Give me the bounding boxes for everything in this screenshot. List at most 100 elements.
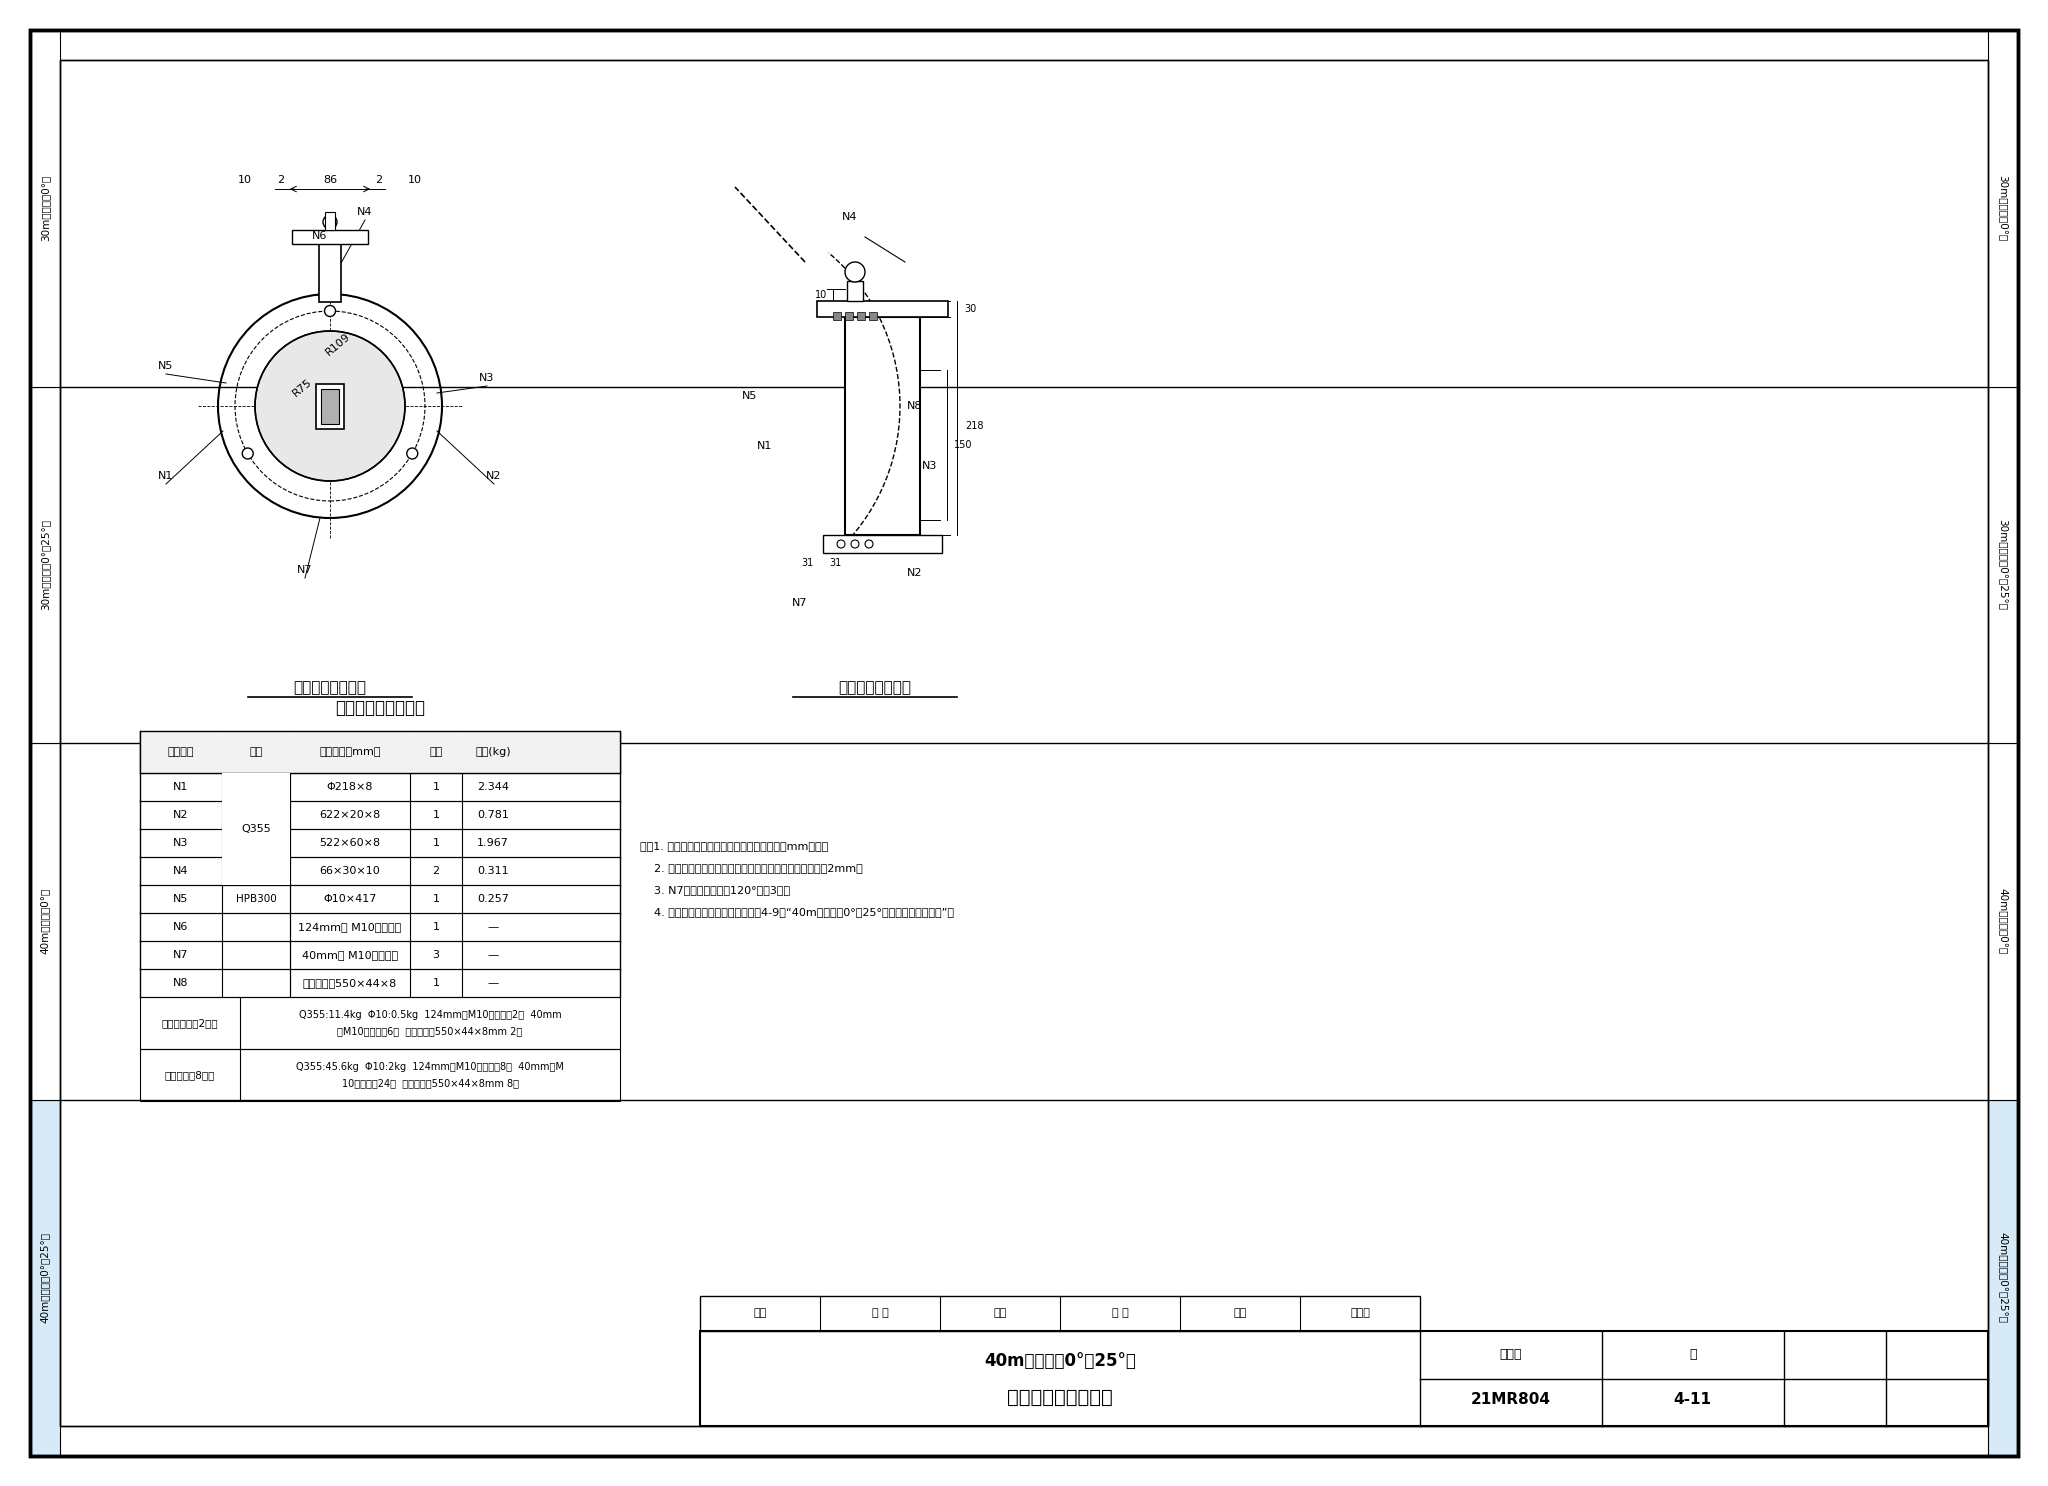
Text: 密封橡胶条550×44×8: 密封橡胶条550×44×8 bbox=[303, 978, 397, 988]
Text: 数量: 数量 bbox=[430, 747, 442, 756]
Text: 622×20×8: 622×20×8 bbox=[319, 810, 381, 820]
Bar bbox=[1989, 1100, 2017, 1456]
Text: R109: R109 bbox=[324, 331, 352, 357]
Bar bbox=[1989, 743, 2017, 1100]
Bar bbox=[868, 312, 877, 319]
Bar bbox=[293, 230, 369, 244]
Text: R75: R75 bbox=[291, 377, 313, 398]
Bar bbox=[139, 997, 621, 1049]
Circle shape bbox=[838, 539, 846, 548]
Text: 10: 10 bbox=[408, 175, 422, 184]
Text: N5: N5 bbox=[174, 895, 188, 903]
Text: 40m跨（斜剥0°～25°）: 40m跨（斜剥0°～25°） bbox=[41, 1232, 49, 1323]
Text: 波腹板检查孔构造图: 波腹板检查孔构造图 bbox=[1008, 1388, 1112, 1407]
Bar bbox=[848, 281, 862, 302]
Text: 124mm长 M10普通赚栓: 124mm长 M10普通赚栓 bbox=[299, 921, 401, 932]
Text: 注：1. 本图尺寸除特殊说明外，其余均以毫米（mm）计；: 注：1. 本图尺寸除特殊说明外，其余均以毫米（mm）计； bbox=[639, 841, 827, 851]
Text: Φ10×417: Φ10×417 bbox=[324, 895, 377, 903]
Text: 4-11: 4-11 bbox=[1673, 1392, 1712, 1407]
Text: 页: 页 bbox=[1690, 1348, 1696, 1361]
Circle shape bbox=[846, 262, 864, 282]
Text: 30m跨（斜剥0°）: 30m跨（斜剥0°） bbox=[41, 175, 49, 241]
Text: HPB300: HPB300 bbox=[236, 895, 276, 903]
Text: N7: N7 bbox=[793, 597, 807, 608]
Bar bbox=[817, 302, 948, 317]
Text: 材料规格（mm）: 材料规格（mm） bbox=[319, 747, 381, 756]
Bar bbox=[315, 383, 344, 428]
Text: 2: 2 bbox=[432, 866, 440, 877]
Text: 长M10普通赚栓6套  密封橡胶条550×44×8mm 2个: 长M10普通赚栓6套 密封橡胶条550×44×8mm 2个 bbox=[338, 1025, 522, 1036]
Text: 30m跨（斜剥0°）: 30m跨（斜剥0°） bbox=[1999, 175, 2007, 241]
Text: 蒋 华: 蒋 华 bbox=[1112, 1309, 1128, 1318]
Text: N2: N2 bbox=[907, 568, 924, 578]
Text: 2: 2 bbox=[375, 175, 383, 184]
Bar bbox=[326, 212, 336, 230]
Text: N1: N1 bbox=[758, 441, 772, 450]
Text: Φ218×8: Φ218×8 bbox=[328, 782, 373, 792]
Text: N4: N4 bbox=[356, 207, 373, 217]
Text: N2: N2 bbox=[174, 810, 188, 820]
Bar bbox=[834, 312, 842, 319]
Text: 31: 31 bbox=[829, 559, 842, 568]
Circle shape bbox=[324, 306, 336, 317]
Bar bbox=[139, 1049, 621, 1101]
Text: N3: N3 bbox=[922, 461, 938, 471]
Bar bbox=[31, 1100, 59, 1456]
Text: 40mm长 M10普通赚栓: 40mm长 M10普通赚栓 bbox=[301, 950, 397, 960]
Text: N8: N8 bbox=[907, 401, 924, 412]
Circle shape bbox=[242, 447, 254, 459]
Circle shape bbox=[408, 447, 418, 459]
Text: 校对: 校对 bbox=[993, 1309, 1008, 1318]
Text: N6: N6 bbox=[174, 921, 188, 932]
Bar bbox=[846, 312, 854, 319]
Text: 2: 2 bbox=[276, 175, 285, 184]
Text: N8: N8 bbox=[174, 978, 188, 988]
Text: —: — bbox=[487, 950, 498, 960]
Bar bbox=[700, 1331, 1989, 1427]
Text: 设计: 设计 bbox=[1233, 1309, 1247, 1318]
Text: 66×30×10: 66×30×10 bbox=[319, 866, 381, 877]
Circle shape bbox=[864, 539, 872, 548]
Text: N4: N4 bbox=[842, 212, 858, 221]
Text: 150: 150 bbox=[954, 440, 973, 450]
Text: 材料编号: 材料编号 bbox=[168, 747, 195, 756]
Text: 1.967: 1.967 bbox=[477, 838, 510, 849]
Text: 40m跨（斜剥0°）: 40m跨（斜剥0°） bbox=[41, 889, 49, 954]
Text: 余 龙: 余 龙 bbox=[872, 1309, 889, 1318]
Text: 522×60×8: 522×60×8 bbox=[319, 838, 381, 849]
Text: N1: N1 bbox=[158, 471, 174, 481]
Text: N7: N7 bbox=[297, 565, 313, 575]
Text: 1: 1 bbox=[432, 810, 440, 820]
Text: 1: 1 bbox=[432, 895, 440, 903]
Text: N2: N2 bbox=[485, 471, 502, 481]
Bar bbox=[854, 331, 911, 520]
Text: —: — bbox=[487, 978, 498, 988]
Text: N6: N6 bbox=[311, 230, 328, 241]
Text: 1: 1 bbox=[432, 921, 440, 932]
Text: 0.311: 0.311 bbox=[477, 866, 508, 877]
Text: 30m跨（斜剥0°～25°）: 30m跨（斜剥0°～25°） bbox=[41, 519, 49, 611]
Text: 图集号: 图集号 bbox=[1499, 1348, 1522, 1361]
Text: —: — bbox=[487, 921, 498, 932]
Text: 0.781: 0.781 bbox=[477, 810, 510, 820]
Circle shape bbox=[256, 331, 406, 481]
Bar bbox=[139, 731, 621, 773]
Text: 2. 钉板焊接采用粘角焊缝，焊脚高度为被焊板件厚度减去2mm；: 2. 钉板焊接采用粘角焊缝，焊脚高度为被焊板件厚度减去2mm； bbox=[639, 863, 862, 872]
Text: 1: 1 bbox=[432, 978, 440, 988]
Bar bbox=[31, 386, 59, 743]
Text: 3: 3 bbox=[432, 950, 440, 960]
Bar bbox=[322, 388, 340, 424]
Text: 86: 86 bbox=[324, 175, 338, 184]
Text: 31: 31 bbox=[801, 559, 813, 568]
Bar bbox=[1989, 386, 2017, 743]
Text: 3. N7赚栓按径向角度120°设罩3处；: 3. N7赚栓按径向角度120°设罩3处； bbox=[639, 886, 791, 895]
Text: 单跨合计（8个）: 单跨合计（8个） bbox=[164, 1070, 215, 1080]
Bar bbox=[221, 773, 291, 886]
Bar bbox=[823, 535, 942, 553]
Text: Q355:11.4kg  Φ10:0.5kg  124mm长M10普通赚栓2套  40mm: Q355:11.4kg Φ10:0.5kg 124mm长M10普通赚栓2套 40… bbox=[299, 1010, 561, 1019]
Text: 材质: 材质 bbox=[250, 747, 262, 756]
Text: 2.344: 2.344 bbox=[477, 782, 510, 792]
Text: 10: 10 bbox=[815, 290, 827, 300]
Text: Q355: Q355 bbox=[242, 825, 270, 834]
Text: 4. 检查孔构设置位置详见本图集第4-9页“40m跨（斜剥0°～25°）主要波腹板构造图”。: 4. 检查孔构设置位置详见本图集第4-9页“40m跨（斜剥0°～25°）主要波腹… bbox=[639, 906, 954, 917]
